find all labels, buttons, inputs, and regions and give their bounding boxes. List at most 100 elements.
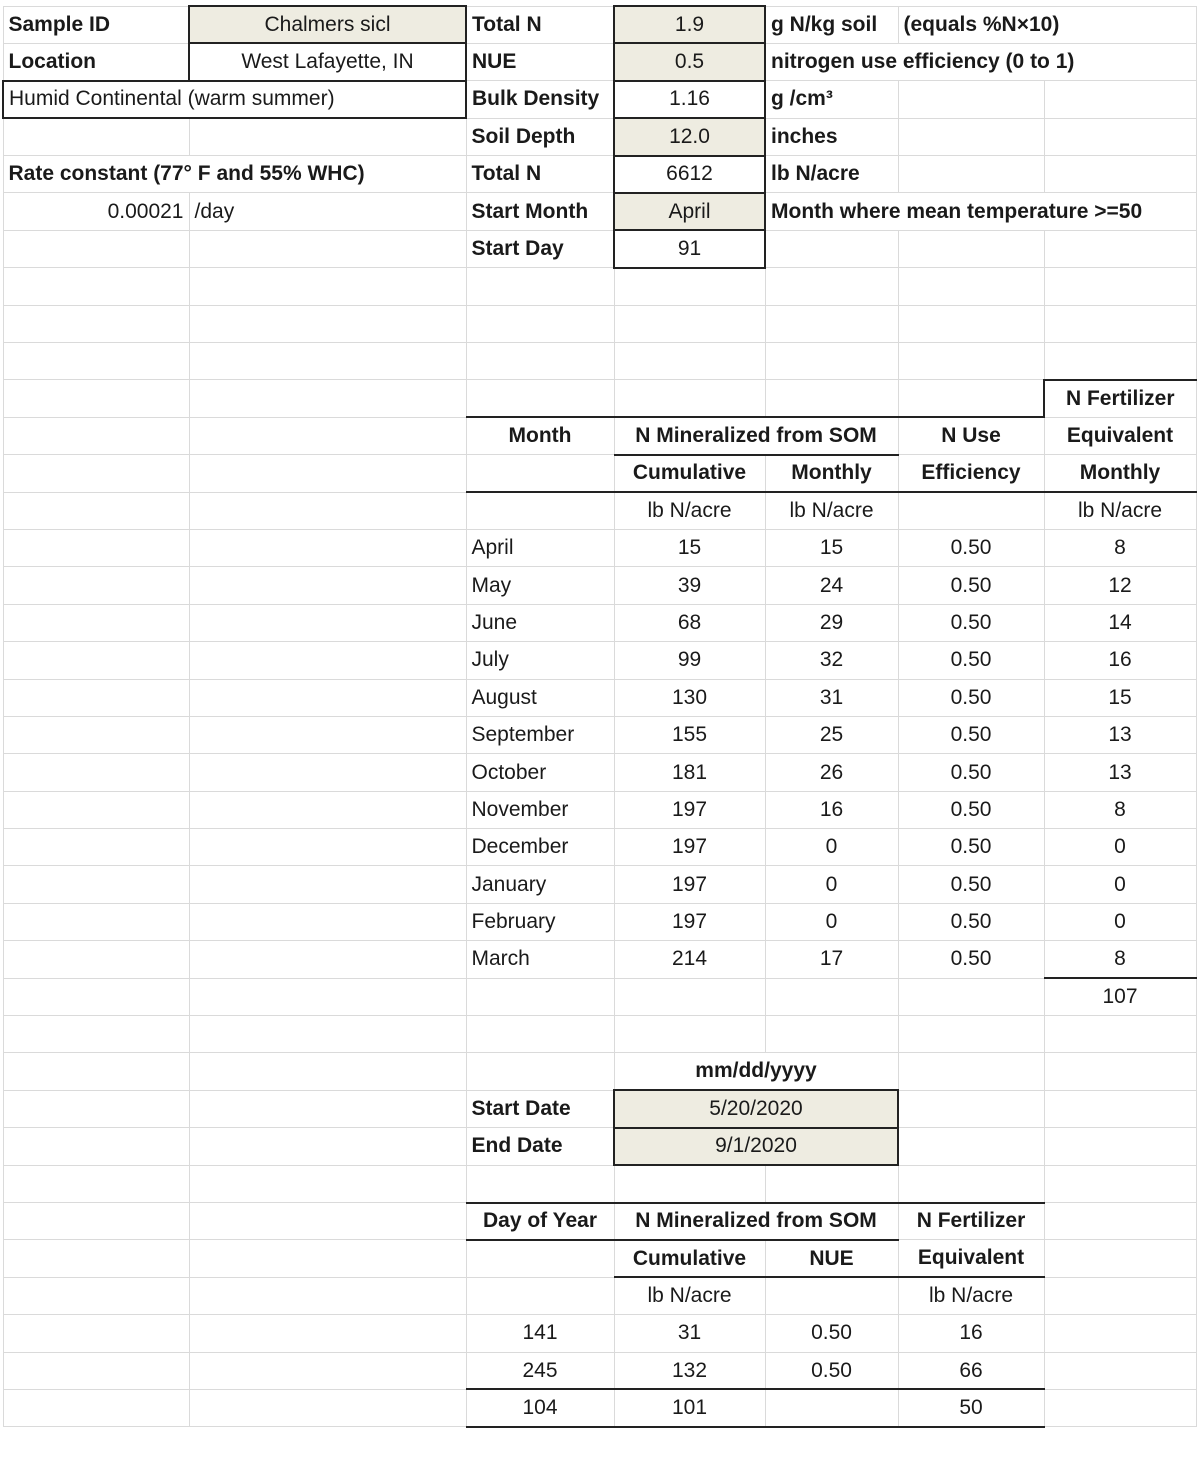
fertilizer-cell[interactable]: 12 [1043,566,1197,605]
cell[interactable] [897,1015,1045,1054]
fertilizer-cell[interactable]: 8 [1043,528,1197,568]
month-cell[interactable]: October [465,753,615,792]
fertilizer-cell[interactable]: 13 [1043,753,1197,792]
unit-label[interactable]: lb N/acre [764,491,899,530]
cell[interactable] [764,229,899,269]
total-cumulative[interactable]: 101 [613,1388,766,1428]
monthly-cell[interactable]: 0 [764,828,899,867]
cell[interactable] [1043,1276,1197,1316]
rate-constant-label[interactable]: Rate constant (77° F and 55% WHC) [2,155,467,194]
cell[interactable] [188,416,467,456]
param-label[interactable]: Total N [465,155,615,194]
cell[interactable] [2,566,190,605]
cell[interactable] [188,566,467,605]
cumulative-cell[interactable]: 31 [613,1314,766,1353]
month-cell[interactable]: January [465,865,615,904]
cell[interactable] [188,753,467,792]
nue-cell[interactable]: 0.50 [897,528,1045,568]
total-doy[interactable]: 104 [465,1388,615,1428]
header-month[interactable]: Month [465,416,615,456]
unit-label[interactable]: lb N/acre [613,1276,766,1316]
cell[interactable] [897,1127,1045,1166]
cumulative-cell[interactable]: 132 [613,1351,766,1391]
monthly-cell[interactable]: 32 [764,641,899,680]
cell[interactable] [613,1015,766,1054]
cell[interactable] [188,603,467,643]
cell[interactable] [2,416,190,456]
cell[interactable] [188,1201,467,1241]
nue-cell[interactable]: 0.50 [897,715,1045,755]
month-cell[interactable]: August [465,678,615,717]
cumulative-cell[interactable]: 197 [613,865,766,904]
cell[interactable] [188,304,467,344]
cell[interactable] [2,1164,190,1204]
cell[interactable] [2,641,190,680]
cell[interactable] [465,1052,615,1091]
cumulative-cell[interactable]: 68 [613,603,766,643]
param-value-field[interactable]: 0.5 [613,42,766,82]
param-label[interactable]: Total N [465,5,615,44]
monthly-cell[interactable]: 0 [764,865,899,904]
cell[interactable] [188,1314,467,1353]
cell[interactable] [188,977,467,1017]
param-unit[interactable]: nitrogen use efficiency (0 to 1) [764,42,1197,82]
doy-cell[interactable]: 141 [465,1314,615,1353]
cell[interactable] [188,454,467,493]
header-n-mineralized[interactable]: N Mineralized from SOM [613,1201,899,1241]
cell[interactable] [465,342,615,381]
cell[interactable] [897,491,1045,530]
cell[interactable] [188,1052,467,1091]
cell[interactable] [2,1276,190,1316]
nue-cell[interactable]: 0.50 [897,603,1045,643]
month-cell[interactable]: November [465,790,615,830]
cell[interactable] [188,229,467,269]
nue-cell[interactable]: 0.50 [897,828,1045,867]
cell[interactable] [188,1239,467,1278]
cell[interactable] [897,1089,1045,1129]
nue-cell[interactable]: 0.50 [897,790,1045,830]
monthly-cell[interactable]: 16 [764,790,899,830]
cell[interactable] [897,117,1045,157]
cell[interactable] [188,379,467,418]
month-cell[interactable]: June [465,603,615,643]
cell[interactable] [613,267,766,306]
header-efficiency[interactable]: Efficiency [897,454,1045,494]
cell[interactable] [2,1239,190,1278]
cumulative-cell[interactable]: 197 [613,790,766,830]
cell[interactable] [1043,1164,1197,1204]
cell[interactable] [613,977,766,1017]
cell[interactable] [897,80,1045,119]
param-value-field[interactable]: 12.0 [613,117,766,157]
monthly-cell[interactable]: 17 [764,940,899,979]
fertilizer-cell[interactable]: 8 [1043,790,1197,830]
start-date-label[interactable]: Start Date [465,1089,615,1129]
param-label[interactable]: Bulk Density [465,80,615,119]
month-cell[interactable]: April [465,528,615,568]
cell[interactable] [1043,155,1197,194]
doy-cell[interactable]: 245 [465,1351,615,1391]
cell[interactable] [188,1351,467,1390]
fertilizer-cell[interactable]: 13 [1043,715,1197,755]
param-unit[interactable]: lb N/acre [764,155,899,194]
param-unit[interactable]: g /cm³ [764,80,899,119]
cell[interactable] [2,1052,190,1091]
header-equivalent[interactable]: Equivalent [1043,416,1197,456]
cell[interactable] [188,940,467,979]
month-cell[interactable]: March [465,940,615,979]
cell[interactable] [188,790,467,830]
month-cell[interactable]: July [465,641,615,680]
sample-id-field[interactable]: Chalmers sicl [188,4,467,45]
cell[interactable] [1043,80,1197,119]
cell[interactable] [2,753,190,792]
cell[interactable] [1043,1052,1197,1091]
nue-cell[interactable]: 0.50 [897,940,1045,979]
cumulative-cell[interactable]: 181 [613,753,766,792]
sample-id-label[interactable]: Sample ID [2,5,190,44]
cell[interactable] [2,1314,190,1353]
cell[interactable] [465,977,615,1017]
cumulative-cell[interactable]: 155 [613,715,766,755]
cell[interactable] [2,977,190,1017]
cell[interactable] [1043,1239,1197,1278]
cell[interactable] [2,902,190,942]
cell[interactable] [764,1015,899,1054]
